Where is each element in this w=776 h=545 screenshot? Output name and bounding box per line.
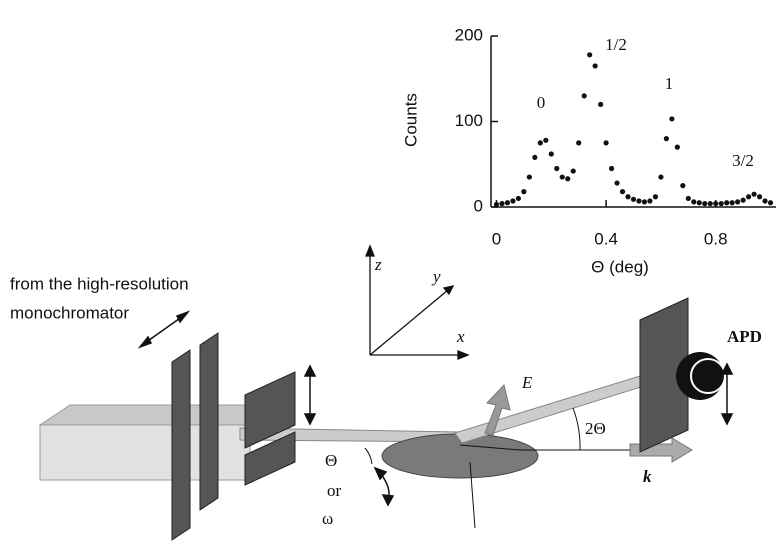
data-point (559, 174, 565, 180)
data-point (751, 191, 757, 197)
source-label: monochromator (10, 303, 129, 322)
data-point (548, 151, 554, 157)
data-point (592, 63, 598, 69)
data-point (608, 165, 615, 172)
x-tick-label: 0.4 (594, 229, 618, 248)
peak-label: 3/2 (732, 151, 754, 170)
data-point (510, 198, 516, 204)
data-point (762, 198, 768, 204)
y-tick-label: 200 (455, 25, 483, 44)
data-point (521, 189, 527, 195)
data-point (515, 195, 522, 202)
peak-label: 1 (665, 74, 674, 93)
slit (199, 332, 219, 511)
data-point (680, 183, 686, 189)
angle-arc (364, 447, 373, 465)
data-point (598, 101, 604, 107)
baseline (459, 444, 521, 451)
data-point (669, 116, 675, 122)
y-axis-label: Counts (401, 93, 420, 147)
data-point (658, 174, 664, 180)
data-point (499, 200, 505, 207)
slit (171, 349, 191, 541)
data-point (554, 165, 560, 172)
axis-x: x (456, 327, 465, 346)
data-point (718, 200, 724, 207)
data-point (729, 200, 735, 206)
data-point (691, 199, 697, 205)
data-point (537, 140, 543, 146)
peak-label: 0 (537, 93, 546, 112)
apd (676, 352, 724, 400)
angle-arc (572, 407, 581, 451)
arrows (137, 310, 734, 507)
source-label: from the high-resolution (10, 274, 189, 293)
data-point (504, 200, 511, 206)
data-point (702, 200, 708, 207)
coord-axes (365, 244, 470, 360)
normal-line (469, 461, 476, 529)
slit (244, 431, 296, 486)
axis-z: z (374, 255, 382, 274)
e-arrow (484, 383, 511, 436)
data-point (735, 199, 741, 205)
data-point (740, 197, 746, 203)
x-tick-label: 0 (492, 229, 501, 248)
data-point (756, 194, 763, 200)
data-point (636, 198, 642, 204)
x-tick-label: 0.8 (704, 229, 728, 248)
omega-label: ω (322, 509, 333, 528)
data-point (641, 199, 648, 205)
data-point (614, 180, 620, 186)
data-point (526, 174, 532, 180)
e-label: E (521, 373, 533, 392)
data-point (625, 194, 631, 200)
data-point (543, 137, 549, 143)
data-point (663, 136, 669, 142)
or-label: or (327, 481, 342, 500)
data-point (570, 168, 576, 174)
data-point (493, 201, 500, 208)
detector-plate (639, 297, 689, 453)
data-point (630, 196, 637, 202)
reflected-beam (454, 375, 645, 444)
data-point (707, 200, 713, 207)
data-point (619, 189, 626, 195)
apd-window (690, 358, 726, 394)
data-point (652, 194, 659, 200)
apd-label: APD (727, 327, 762, 346)
axis-y: y (431, 267, 441, 286)
data-point (724, 200, 730, 206)
peak-label: 1/2 (605, 35, 627, 54)
data-point (587, 52, 593, 58)
data-point (576, 140, 582, 146)
theta-label: Θ (325, 451, 337, 470)
data-point (647, 198, 653, 204)
slit (244, 371, 296, 449)
k-label: k (643, 467, 652, 486)
two-theta-label: 2Θ (585, 419, 606, 438)
data-point (696, 200, 702, 206)
x-axis-label: Θ (deg) (591, 257, 649, 276)
y-tick-label: 0 (474, 196, 483, 215)
data-point (745, 194, 752, 200)
data-point (767, 200, 774, 206)
data-point (565, 176, 571, 182)
data-point (603, 140, 609, 146)
data-point (685, 195, 691, 202)
data-point (674, 144, 680, 150)
y-tick-label: 100 (455, 111, 483, 130)
data-point (581, 93, 587, 99)
data-point (532, 154, 538, 161)
data-point (713, 200, 719, 207)
